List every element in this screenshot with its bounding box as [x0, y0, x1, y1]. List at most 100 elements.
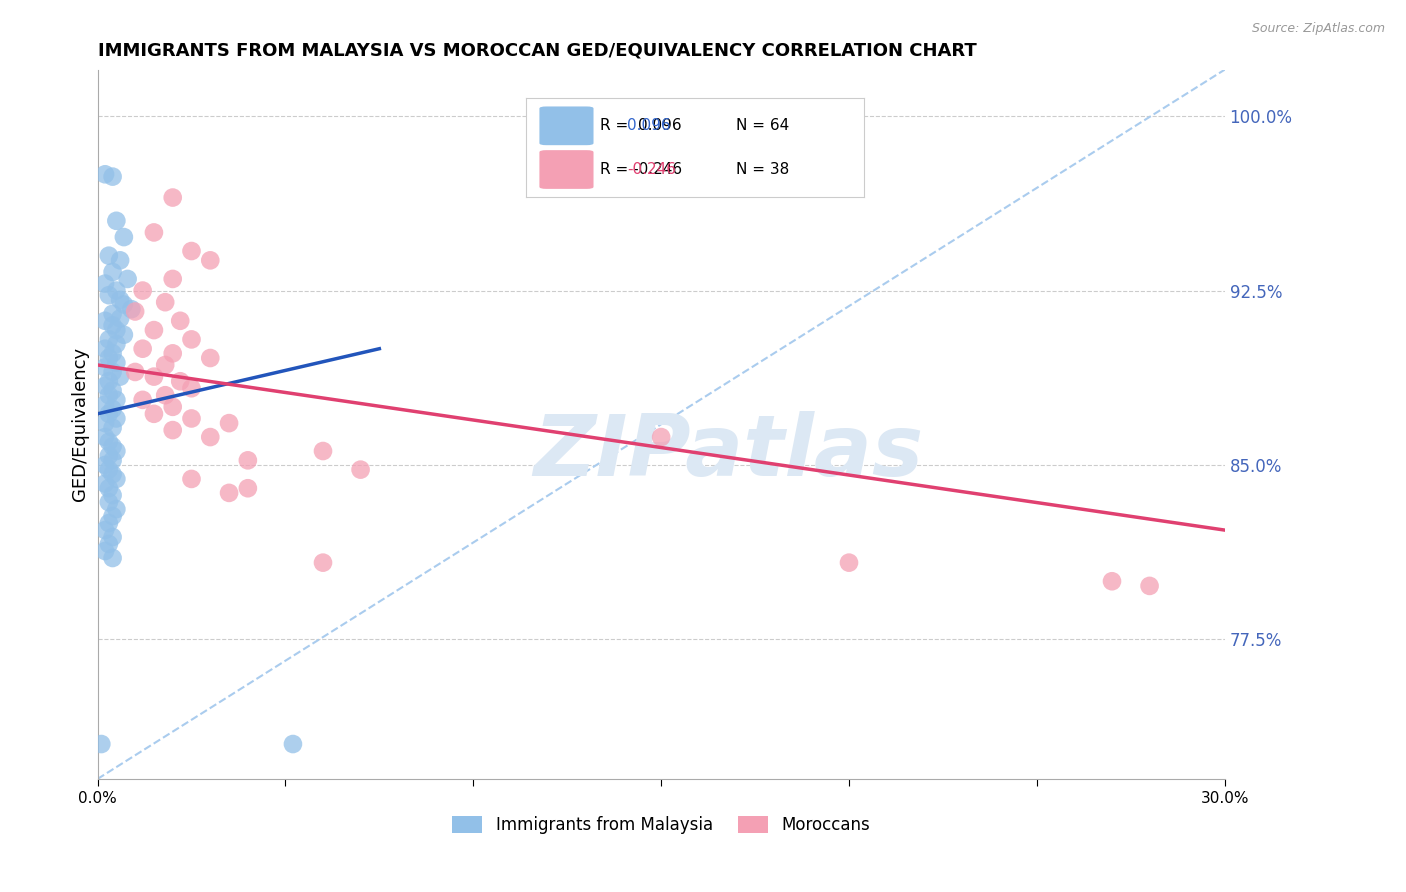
Point — [94, 314, 117, 328]
Point — [142, 369, 165, 384]
Point — [94, 360, 117, 375]
Point — [108, 293, 131, 307]
Point — [142, 226, 165, 240]
Point — [101, 530, 124, 544]
Point — [101, 509, 124, 524]
Point — [105, 444, 128, 458]
Point — [105, 284, 128, 298]
Point — [142, 323, 165, 337]
Point — [180, 332, 202, 346]
Text: Source: ZipAtlas.com: Source: ZipAtlas.com — [1251, 22, 1385, 36]
Point — [105, 214, 128, 228]
Point — [94, 397, 117, 411]
Point — [97, 351, 120, 365]
Point — [94, 379, 117, 393]
Point — [101, 439, 124, 453]
Point — [162, 423, 184, 437]
Point — [97, 462, 120, 476]
Point — [312, 556, 335, 570]
Point — [101, 318, 124, 333]
Point — [349, 462, 371, 476]
Point — [108, 369, 131, 384]
Point — [105, 337, 128, 351]
Point — [1139, 579, 1161, 593]
Point — [94, 416, 117, 430]
Point — [131, 342, 153, 356]
Point — [131, 392, 153, 407]
Point — [120, 302, 142, 317]
Legend: Immigrants from Malaysia, Moroccans: Immigrants from Malaysia, Moroccans — [453, 816, 870, 834]
Point — [218, 416, 240, 430]
Point — [94, 523, 117, 537]
Point — [838, 556, 860, 570]
Y-axis label: GED/Equivalency: GED/Equivalency — [72, 347, 89, 501]
Point — [180, 411, 202, 425]
Point — [124, 304, 146, 318]
Point — [1101, 574, 1123, 589]
Point — [97, 434, 120, 449]
Point — [112, 297, 135, 311]
Point — [281, 737, 304, 751]
Point — [94, 476, 117, 491]
Point — [105, 356, 128, 370]
Point — [180, 381, 202, 395]
Point — [153, 388, 176, 402]
Point — [312, 444, 335, 458]
Point — [94, 544, 117, 558]
Text: ZIPatlas: ZIPatlas — [534, 411, 924, 494]
Point — [101, 169, 124, 184]
Point — [162, 272, 184, 286]
Point — [180, 472, 202, 486]
Point — [200, 351, 222, 365]
Point — [200, 430, 222, 444]
Point — [153, 295, 176, 310]
Point — [153, 358, 176, 372]
Point — [101, 402, 124, 417]
Point — [101, 265, 124, 279]
Point — [180, 244, 202, 258]
Point — [97, 332, 120, 346]
Point — [94, 458, 117, 472]
Point — [97, 495, 120, 509]
Point — [101, 551, 124, 566]
Point — [236, 453, 259, 467]
Point — [94, 430, 117, 444]
Point — [97, 449, 120, 463]
Point — [105, 323, 128, 337]
Point — [200, 253, 222, 268]
Point — [101, 346, 124, 360]
Point — [108, 253, 131, 268]
Point — [90, 737, 112, 751]
Point — [105, 411, 128, 425]
Point — [101, 384, 124, 398]
Point — [101, 365, 124, 379]
Point — [650, 430, 672, 444]
Point — [105, 392, 128, 407]
Point — [94, 342, 117, 356]
Point — [169, 374, 191, 388]
Point — [236, 481, 259, 495]
Point — [124, 365, 146, 379]
Point — [117, 272, 139, 286]
Point — [105, 472, 128, 486]
Text: IMMIGRANTS FROM MALAYSIA VS MOROCCAN GED/EQUIVALENCY CORRELATION CHART: IMMIGRANTS FROM MALAYSIA VS MOROCCAN GED… — [97, 42, 976, 60]
Point — [97, 407, 120, 421]
Point — [162, 190, 184, 204]
Point — [97, 537, 120, 551]
Point — [97, 374, 120, 388]
Point — [97, 516, 120, 530]
Point — [97, 288, 120, 302]
Point — [162, 346, 184, 360]
Point — [131, 284, 153, 298]
Point — [218, 486, 240, 500]
Point — [169, 314, 191, 328]
Point — [105, 502, 128, 516]
Point — [94, 277, 117, 291]
Point — [101, 307, 124, 321]
Point — [101, 488, 124, 502]
Point — [97, 388, 120, 402]
Point — [97, 481, 120, 495]
Point — [162, 400, 184, 414]
Point — [108, 311, 131, 326]
Point — [94, 167, 117, 181]
